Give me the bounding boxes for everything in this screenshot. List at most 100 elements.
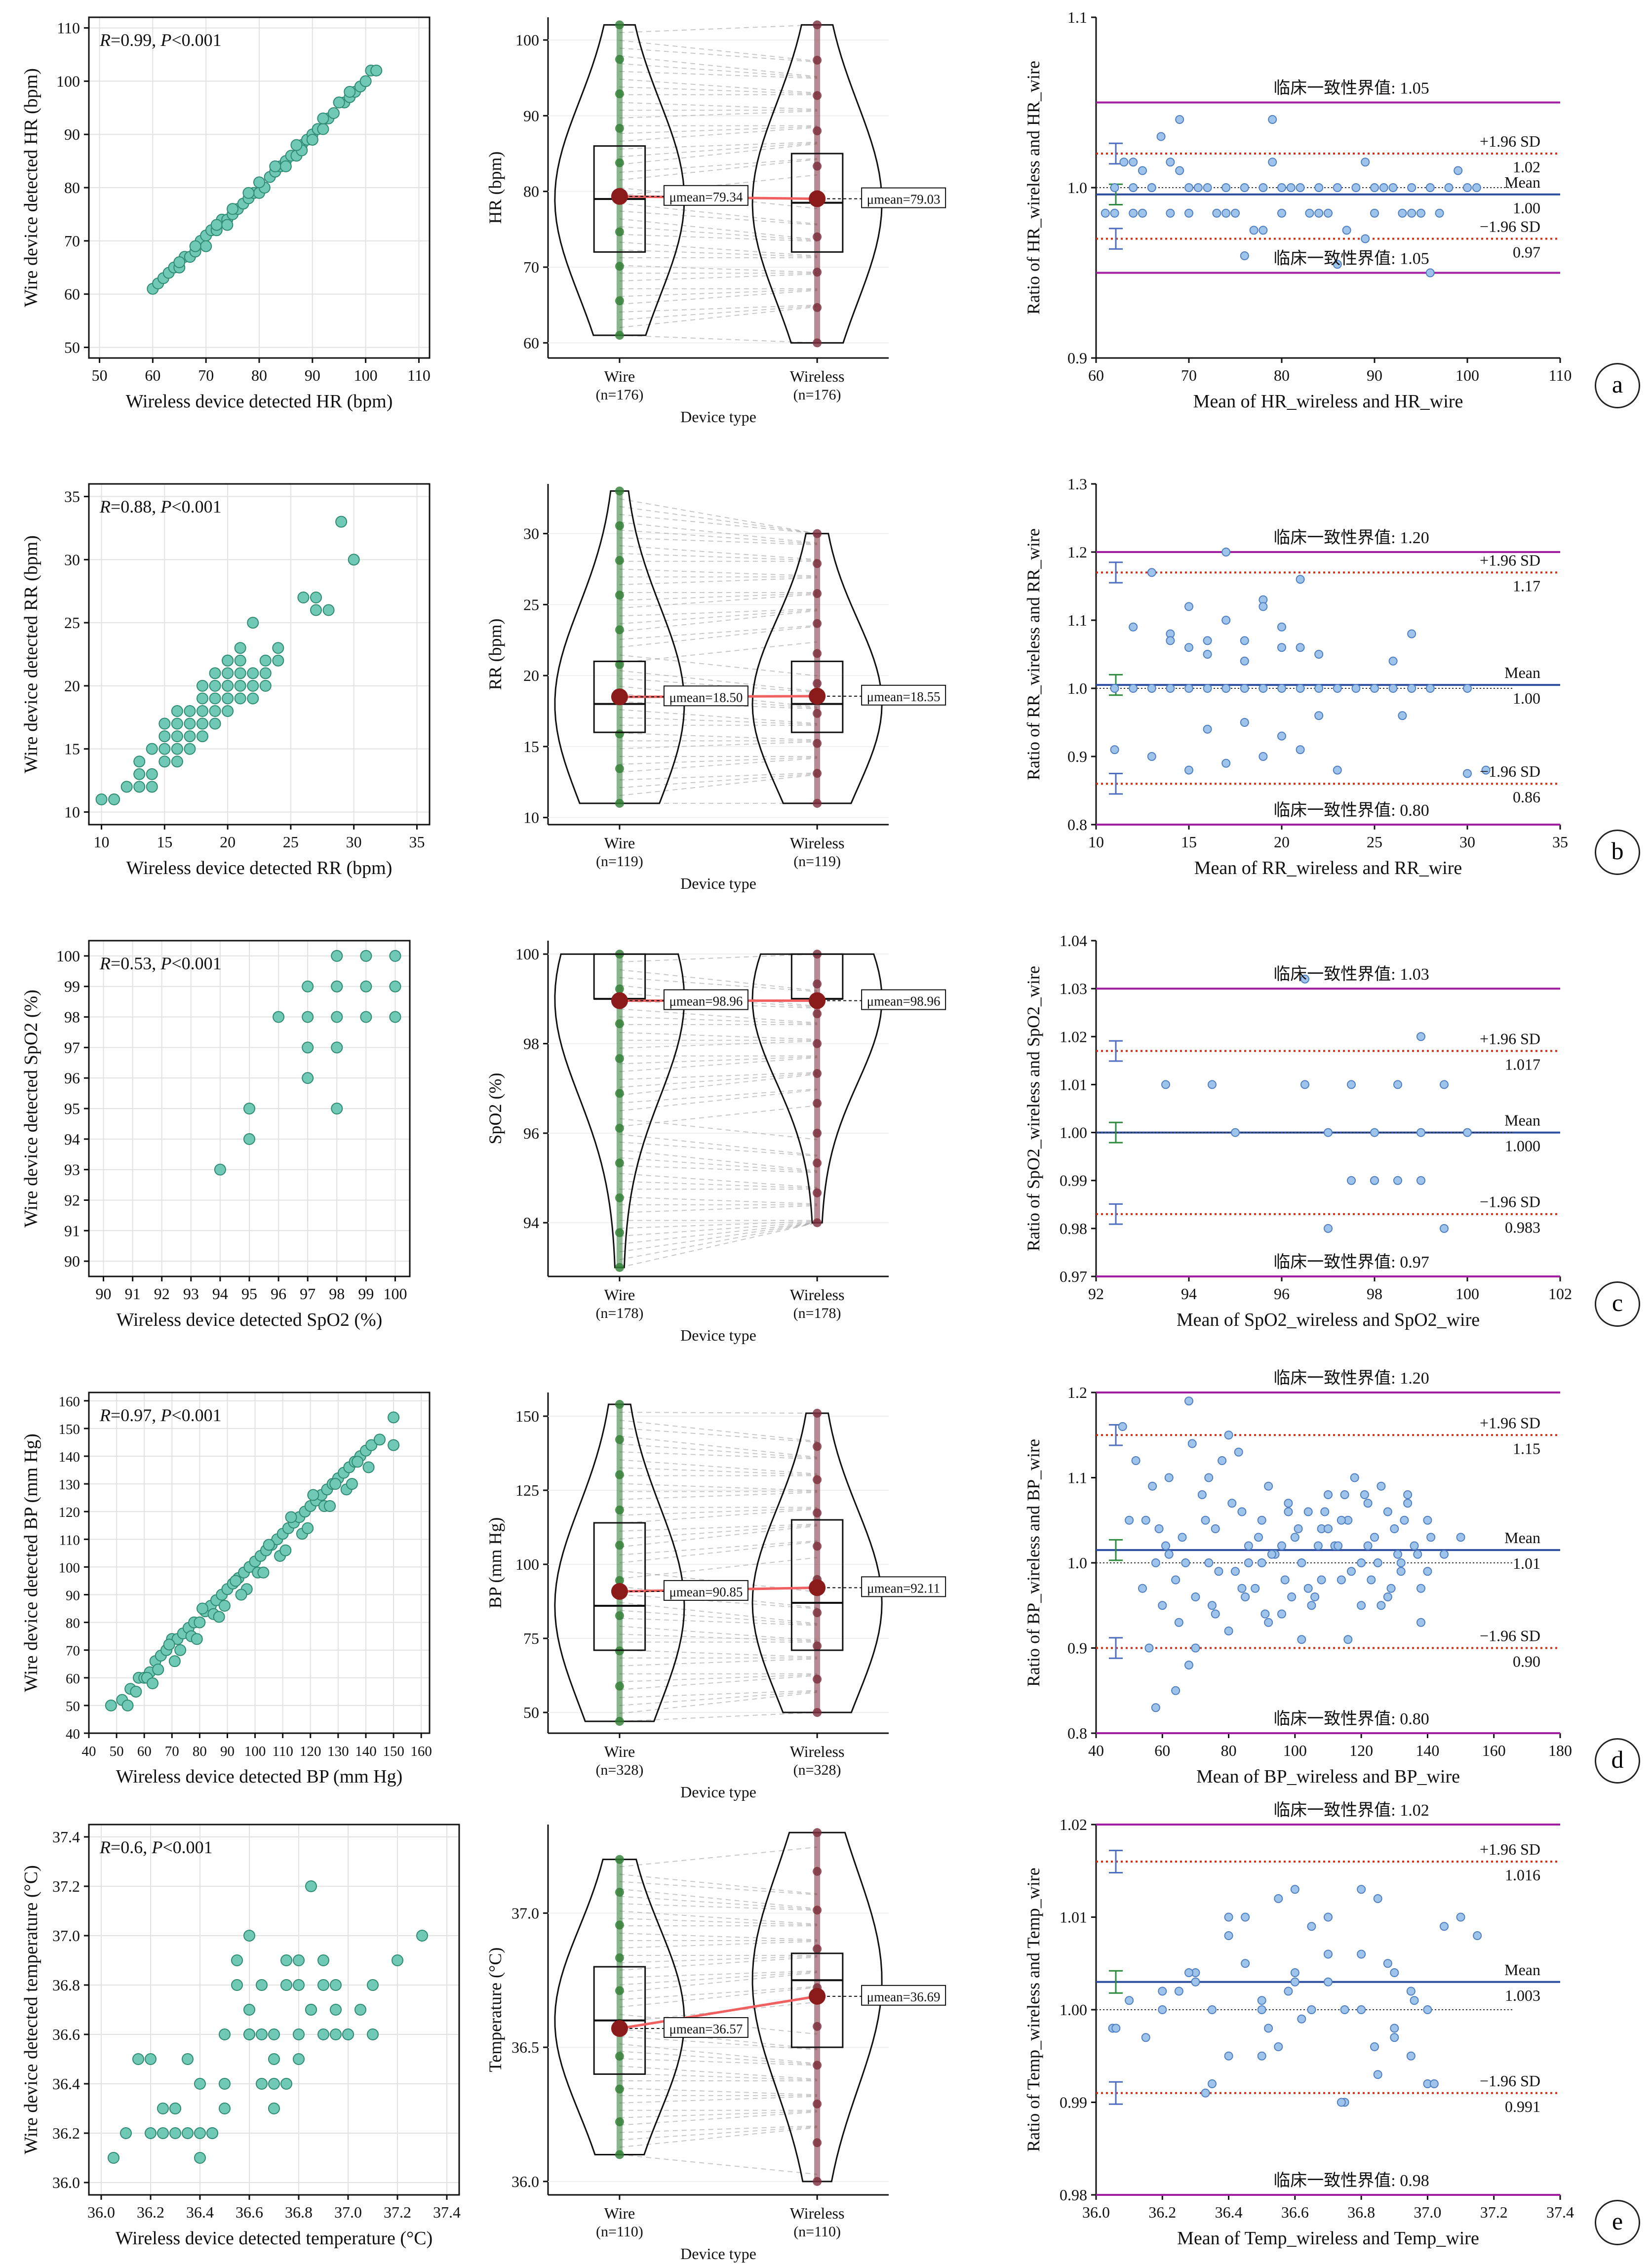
- paired-line: [619, 1690, 818, 1698]
- scatter-point: [1350, 1473, 1359, 1482]
- x-tick-label: 70: [165, 1744, 179, 1759]
- paired-line: [619, 265, 818, 273]
- mean-point: [611, 188, 628, 205]
- scatter-point: [1201, 2088, 1210, 2098]
- scatter-point: [1429, 2079, 1439, 2088]
- paired-line: [619, 1157, 818, 1172]
- scatter-point: [1425, 268, 1435, 278]
- scatter-point: [280, 2078, 292, 2090]
- paired-line: [619, 1008, 818, 1024]
- data-point: [813, 55, 822, 65]
- scatter-point: [256, 2078, 268, 2090]
- scatter-point: [1231, 1567, 1240, 1576]
- paired-line: [619, 537, 818, 546]
- scatter-point: [209, 692, 221, 705]
- scatter-point: [1403, 1490, 1413, 1499]
- scatter-point: [247, 667, 259, 679]
- paired-line: [619, 2036, 818, 2050]
- paired-line: [619, 2073, 818, 2081]
- scatter-point: [1314, 711, 1324, 720]
- scatter-point: [324, 1500, 336, 1512]
- paired-line: [619, 304, 818, 313]
- scatter-point: [210, 219, 223, 231]
- scatter-point: [1234, 1447, 1243, 1457]
- panel-letter-d: d: [1595, 1738, 1640, 1784]
- data-point: [615, 2150, 624, 2159]
- y-tick-label: 1.03: [1060, 980, 1087, 997]
- data-point: [813, 232, 822, 241]
- upper-sd-value: 1.02: [1513, 158, 1540, 176]
- x-tick-label: 97: [300, 1285, 315, 1303]
- scatter-point: [1166, 636, 1175, 645]
- scatter-point: [1290, 1977, 1299, 1987]
- scatter-point: [263, 1539, 275, 1551]
- paired-line: [619, 626, 818, 648]
- data-point: [615, 1611, 624, 1620]
- paired-line: [619, 608, 818, 617]
- scatter-point: [222, 654, 234, 667]
- x-tick-label: 80: [251, 366, 267, 384]
- scatter-point: [1171, 1575, 1180, 1585]
- scatter-point: [1361, 234, 1370, 243]
- x-axis-title: Device type: [680, 874, 756, 892]
- scatter-point: [1231, 208, 1240, 218]
- scatter-point: [1158, 1601, 1167, 1610]
- scatter-point: [1403, 1499, 1413, 1508]
- scatter-point: [247, 679, 259, 692]
- paired-line: [619, 1523, 818, 1532]
- scatter-point: [367, 2028, 379, 2040]
- plot-frame: [88, 483, 431, 826]
- paired-line: [619, 1675, 818, 1690]
- lower-sd-title: −1.96 SD: [1480, 1627, 1540, 1645]
- scatter-point: [145, 2127, 157, 2139]
- scatter-point: [1131, 1456, 1141, 1465]
- x-tick-label: 35: [1552, 833, 1568, 851]
- scatter-point: [171, 705, 183, 717]
- paired-line: [619, 1888, 818, 1909]
- scatter-point: [1257, 2005, 1266, 2014]
- scatter-point: [1463, 769, 1472, 778]
- x-tick-label: 98: [329, 1285, 345, 1303]
- scatter-point: [1370, 183, 1379, 192]
- scatter-point: [1110, 183, 1119, 192]
- scatter-point: [1214, 1567, 1223, 1576]
- y-tick-label: 0.9: [1067, 748, 1087, 765]
- scatter-point: [1240, 684, 1249, 693]
- y-tick-label: 70: [523, 258, 539, 276]
- scatter-point: [317, 1954, 329, 1966]
- paired-line: [619, 2127, 818, 2148]
- scatter-point: [1259, 226, 1268, 235]
- data-point: [615, 262, 624, 271]
- data-point: [813, 709, 822, 718]
- data-point: [615, 296, 624, 306]
- scatter-point: [197, 1602, 208, 1615]
- paired-line: [619, 210, 818, 226]
- scatter-point: [317, 123, 329, 135]
- scatter-point: [329, 1478, 342, 1490]
- y-tick-label: 100: [56, 947, 80, 965]
- scatter-point: [1259, 684, 1268, 693]
- scatter-point: [209, 717, 221, 730]
- mean-label: μmean=18.50: [669, 690, 743, 705]
- paired-line: [619, 40, 818, 62]
- mean-point: [611, 688, 628, 706]
- scatter-point: [1259, 602, 1268, 611]
- x-tick-label: 60: [1154, 1742, 1170, 1759]
- paired-line: [619, 63, 818, 78]
- x-tick-label: 102: [1548, 1285, 1572, 1303]
- scatter-point: [1416, 1128, 1425, 1137]
- paired-line: [619, 1918, 818, 1926]
- scatter-point: [1244, 1558, 1253, 1567]
- scatter-point: [279, 160, 292, 172]
- scatter-point: [194, 2127, 206, 2139]
- scatter-point: [331, 980, 343, 993]
- scatter-point: [1277, 622, 1286, 632]
- paired-line: [619, 102, 818, 110]
- y-tick-label: 0.99: [1060, 1172, 1087, 1190]
- scatter-point: [219, 2103, 231, 2114]
- x-axis-title: Mean of BP_wireless and BP_wire: [1196, 1766, 1460, 1787]
- x-tick-label: 37.2: [384, 2203, 411, 2221]
- scatter-point: [1110, 684, 1119, 693]
- scatter-point: [1324, 208, 1333, 218]
- data-point: [615, 1054, 624, 1063]
